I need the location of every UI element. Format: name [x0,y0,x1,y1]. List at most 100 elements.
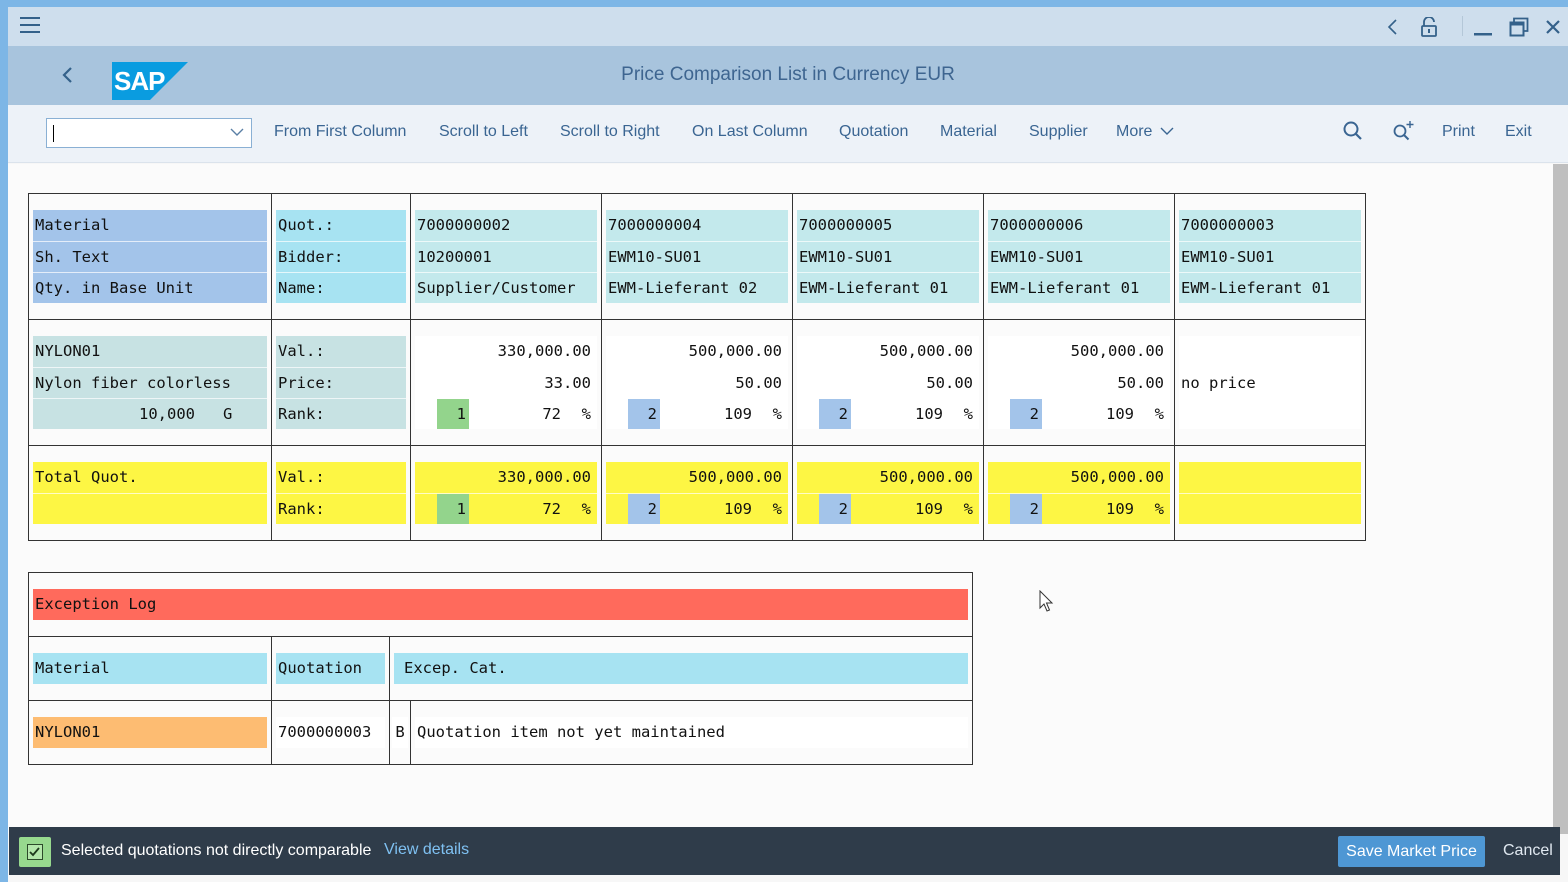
column-header-material: Material [33,653,267,684]
quantity-unit: G [223,405,233,423]
rank-badge: 2 [1010,399,1042,429]
sap-logo: SAP [112,62,188,100]
close-icon[interactable] [1542,13,1564,41]
total-rank: 1 72 % [415,493,597,524]
status-message: Selected quotations not directly compara… [61,842,372,859]
save-market-price-button[interactable]: Save Market Price [1338,836,1485,867]
column-header-quotation: Quotation [276,653,385,684]
quotation-number[interactable]: 7000000003 [1179,210,1361,241]
total-label: Total Quot. [33,462,267,493]
bidder-name: Supplier/Customer [415,272,597,303]
rank-percent: 109 [724,405,752,423]
rank-badge: 1 [437,494,469,524]
item-row: NYLON01 Nylon fiber colorless 10,000 G V… [28,319,1366,446]
more-button[interactable]: More [1116,123,1174,141]
cancel-button[interactable]: Cancel [1503,842,1553,859]
rank-badge: 2 [628,494,660,524]
vertical-scrollbar[interactable] [1553,164,1568,834]
view-details-link[interactable]: View details [384,841,470,858]
bidder-name: EWM-Lieferant 01 [988,272,1170,303]
rank-percent: 72 [542,500,561,518]
search-icon[interactable] [1342,120,1364,142]
mouse-cursor-icon [1039,590,1054,612]
exception-log-row: NYLON01 7000000003 B Quotation item not … [28,700,973,765]
exception-log-table: Exception Log Material Quotation Excep. … [28,572,973,765]
total-value: 330,000.00 [415,462,597,493]
total-value: 500,000.00 [988,462,1170,493]
total-rank: 2 109 % [988,493,1170,524]
rank-badge: 2 [1010,494,1042,524]
more-label: More [1116,123,1153,140]
success-status-icon [19,837,51,867]
menu-icon[interactable] [20,17,40,33]
total-rank: 2 109 % [606,493,788,524]
back-icon[interactable] [1380,13,1404,41]
footer-bar: Selected quotations not directly compara… [9,827,1560,875]
sap-gui-window: SAP Price Comparison List in Currency EU… [8,7,1568,882]
search-next-icon[interactable] [1392,120,1414,142]
back-button[interactable] [56,60,80,90]
bidder-name: EWM-Lieferant 01 [1179,272,1361,303]
label-val: Val.: [276,462,406,493]
scroll-to-right-button[interactable]: Scroll to Right [560,123,660,140]
total-rank [1179,493,1361,524]
item-rank [1179,398,1361,429]
percent-sign: % [772,405,782,423]
unlock-icon[interactable] [1416,13,1442,41]
chevron-down-icon[interactable] [229,124,245,140]
item-rank: 2 109 % [606,398,788,429]
material-short-text: Nylon fiber colorless [33,367,267,398]
item-rank: 1 72 % [415,398,597,429]
rank-badge: 1 [437,399,469,429]
total-rank: 2 109 % [797,493,979,524]
quotation-number[interactable]: 7000000005 [797,210,979,241]
rank-percent: 109 [915,405,943,423]
material-number[interactable]: NYLON01 [33,336,267,367]
bidder-number: EWM10-SU01 [606,241,788,272]
minimize-icon[interactable] [1470,13,1496,41]
percent-sign: % [1154,405,1164,423]
item-price: 50.00 [797,367,979,398]
rank-percent: 109 [915,500,943,518]
item-price: no price [1179,367,1361,398]
exception-material[interactable]: NYLON01 [33,717,267,748]
restore-icon[interactable] [1506,13,1532,41]
header-label-qty: Qty. in Base Unit [33,272,267,303]
svg-text:SAP: SAP [114,66,165,96]
percent-sign: % [581,405,591,423]
quotation-number[interactable]: 7000000004 [606,210,788,241]
bidder-number: 10200001 [415,241,597,272]
on-last-column-button[interactable]: On Last Column [692,123,808,140]
application-toolbar: From First Column Scroll to Left Scroll … [8,105,1568,163]
exit-button[interactable]: Exit [1505,123,1532,140]
item-value [1179,336,1361,367]
item-value: 330,000.00 [415,336,597,367]
quotation-number[interactable]: 7000000002 [415,210,597,241]
column-header-excep-cat: Excep. Cat. [394,653,968,684]
item-rank: 2 109 % [797,398,979,429]
print-button[interactable]: Print [1442,123,1475,140]
bidder-number: EWM10-SU01 [797,241,979,272]
header-label-material: Material [33,210,267,241]
exception-log-header-row: Material Quotation Excep. Cat. [28,636,973,701]
rank-badge: 2 [628,399,660,429]
command-field[interactable] [46,118,252,148]
item-rank: 2 109 % [988,398,1170,429]
bidder-name: EWM-Lieferant 01 [797,272,979,303]
item-value: 500,000.00 [988,336,1170,367]
rank-percent: 72 [542,405,561,423]
item-price: 50.00 [988,367,1170,398]
exception-text: Quotation item not yet maintained [415,717,968,748]
percent-sign: % [963,405,973,423]
content-area: Material Sh. Text Qty. in Base Unit Quot… [8,164,1553,834]
quotation-number[interactable]: 7000000006 [988,210,1170,241]
divider [1462,16,1463,36]
from-first-column-button[interactable]: From First Column [274,123,407,140]
scroll-to-left-button[interactable]: Scroll to Left [439,123,528,140]
bidder-number: EWM10-SU01 [988,241,1170,272]
chevron-down-icon [1160,127,1174,135]
supplier-button[interactable]: Supplier [1029,123,1088,140]
exception-quotation[interactable]: 7000000003 [276,717,385,748]
material-button[interactable]: Material [940,123,997,140]
quotation-button[interactable]: Quotation [839,123,909,140]
